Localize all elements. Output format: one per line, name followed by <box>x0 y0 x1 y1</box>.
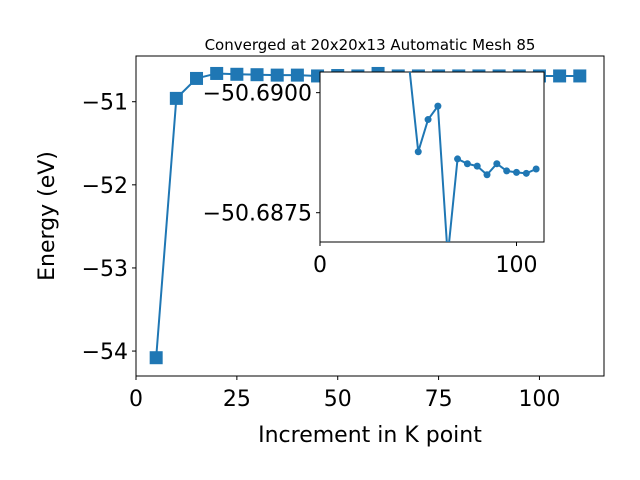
inset-data-point <box>454 155 462 163</box>
x-tick-label: 75 <box>425 387 453 412</box>
data-point <box>230 67 244 81</box>
inset-data-point <box>434 102 442 110</box>
x-tick-label: 25 <box>223 387 251 412</box>
inset-data-point <box>463 160 471 168</box>
y-tick-label: −54 <box>82 340 128 365</box>
inset-data-point <box>493 160 501 168</box>
inset-chart: 0 100 −50.6900 −50.6875 <box>203 71 545 278</box>
inset-x-tick-label: 0 <box>313 253 327 278</box>
y-tick-label: −53 <box>82 257 128 282</box>
inset-data-point <box>473 162 481 170</box>
x-tick-label: 0 <box>129 387 143 412</box>
inset-data-point <box>512 168 520 176</box>
data-point <box>169 91 183 105</box>
y-axis-label: Energy (eV) <box>35 151 60 281</box>
data-point <box>149 351 163 365</box>
inset-data-point <box>532 165 540 173</box>
data-point <box>190 71 204 85</box>
inset-data-point <box>522 169 530 177</box>
inset-data-point <box>483 171 491 179</box>
inset-data-point <box>503 167 511 175</box>
inset-series-0 <box>408 72 540 242</box>
inset-plot-frame <box>319 71 545 243</box>
inset-data-point <box>414 148 422 156</box>
chart-title: Converged at 20x20x13 Automatic Mesh 85 <box>205 36 536 54</box>
x-axis-label: Increment in K point <box>258 423 482 448</box>
data-point <box>290 68 304 82</box>
data-point <box>573 69 587 83</box>
data-point <box>210 66 224 80</box>
y-tick-label: −51 <box>82 91 128 116</box>
data-point <box>553 69 567 83</box>
x-tick-label: 100 <box>518 387 560 412</box>
inset-y-tick-label: −50.6875 <box>203 202 312 227</box>
x-tick-label: 50 <box>324 387 352 412</box>
inset-data-point <box>424 116 432 124</box>
inset-y-tick-label: −50.6900 <box>203 82 312 107</box>
data-point <box>250 68 264 82</box>
data-point <box>270 68 284 82</box>
inset-x-tick-label: 100 <box>495 253 537 278</box>
y-tick-label: −52 <box>82 174 128 199</box>
